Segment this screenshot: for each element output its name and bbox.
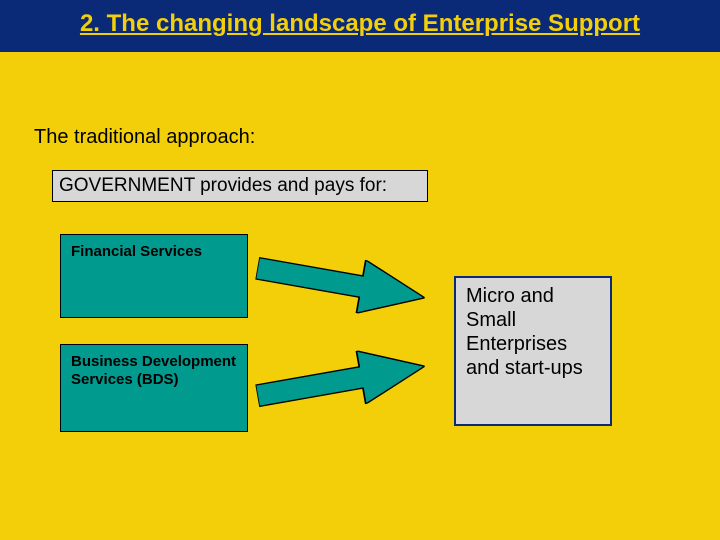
government-box: GOVERNMENT provides and pays for:: [52, 170, 428, 202]
slide: 2. The changing landscape of Enterprise …: [0, 0, 720, 540]
subtitle: The traditional approach:: [34, 126, 255, 149]
service-label: Business Development Services (BDS): [71, 353, 236, 388]
arrow-icon: [253, 242, 430, 325]
title-bar: 2. The changing landscape of Enterprise …: [0, 0, 720, 52]
service-box-financial: Financial Services: [60, 234, 248, 318]
target-label: Micro and Small Enterprises and start-up…: [466, 285, 583, 379]
service-box-bds: Business Development Services (BDS): [60, 344, 248, 432]
slide-title: 2. The changing landscape of Enterprise …: [40, 10, 680, 38]
service-label: Financial Services: [71, 243, 202, 260]
arrow-icon: [253, 340, 430, 423]
target-box: Micro and Small Enterprises and start-up…: [454, 276, 612, 426]
